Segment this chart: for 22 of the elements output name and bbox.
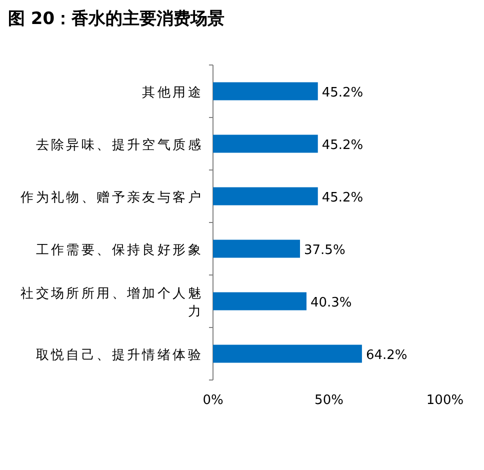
bar — [213, 240, 300, 258]
data-label: 37.5% — [304, 242, 346, 258]
y-tick-label: 工作需要、保持良好形象 — [36, 242, 203, 258]
chart-title: 图 20：香水的主要消费场景 — [8, 9, 225, 29]
y-tick-label: 其他用途 — [142, 85, 203, 100]
bar — [213, 134, 318, 153]
data-label: 40.3% — [310, 295, 352, 310]
data-label: 45.2% — [322, 190, 364, 206]
y-tick-label: 去除异味、提升空气质感 — [36, 138, 203, 153]
data-label: 45.2% — [322, 138, 364, 153]
data-label: 45.2% — [322, 85, 364, 100]
y-tick-label: 作为礼物、赠予亲友与客户 — [20, 189, 203, 206]
bar — [213, 82, 318, 100]
y-tick-label: 社交场所所用、增加个人魅力 — [20, 285, 203, 320]
x-tick-label: 100% — [426, 393, 464, 408]
x-tick-label: 50% — [314, 393, 344, 408]
data-label: 64.2% — [366, 348, 408, 363]
bar — [213, 187, 318, 206]
y-tick-label: 取悦自己、提升情绪体验 — [36, 348, 203, 363]
bar — [213, 292, 306, 310]
bar — [213, 344, 362, 363]
x-tick-label: 0% — [202, 393, 224, 408]
